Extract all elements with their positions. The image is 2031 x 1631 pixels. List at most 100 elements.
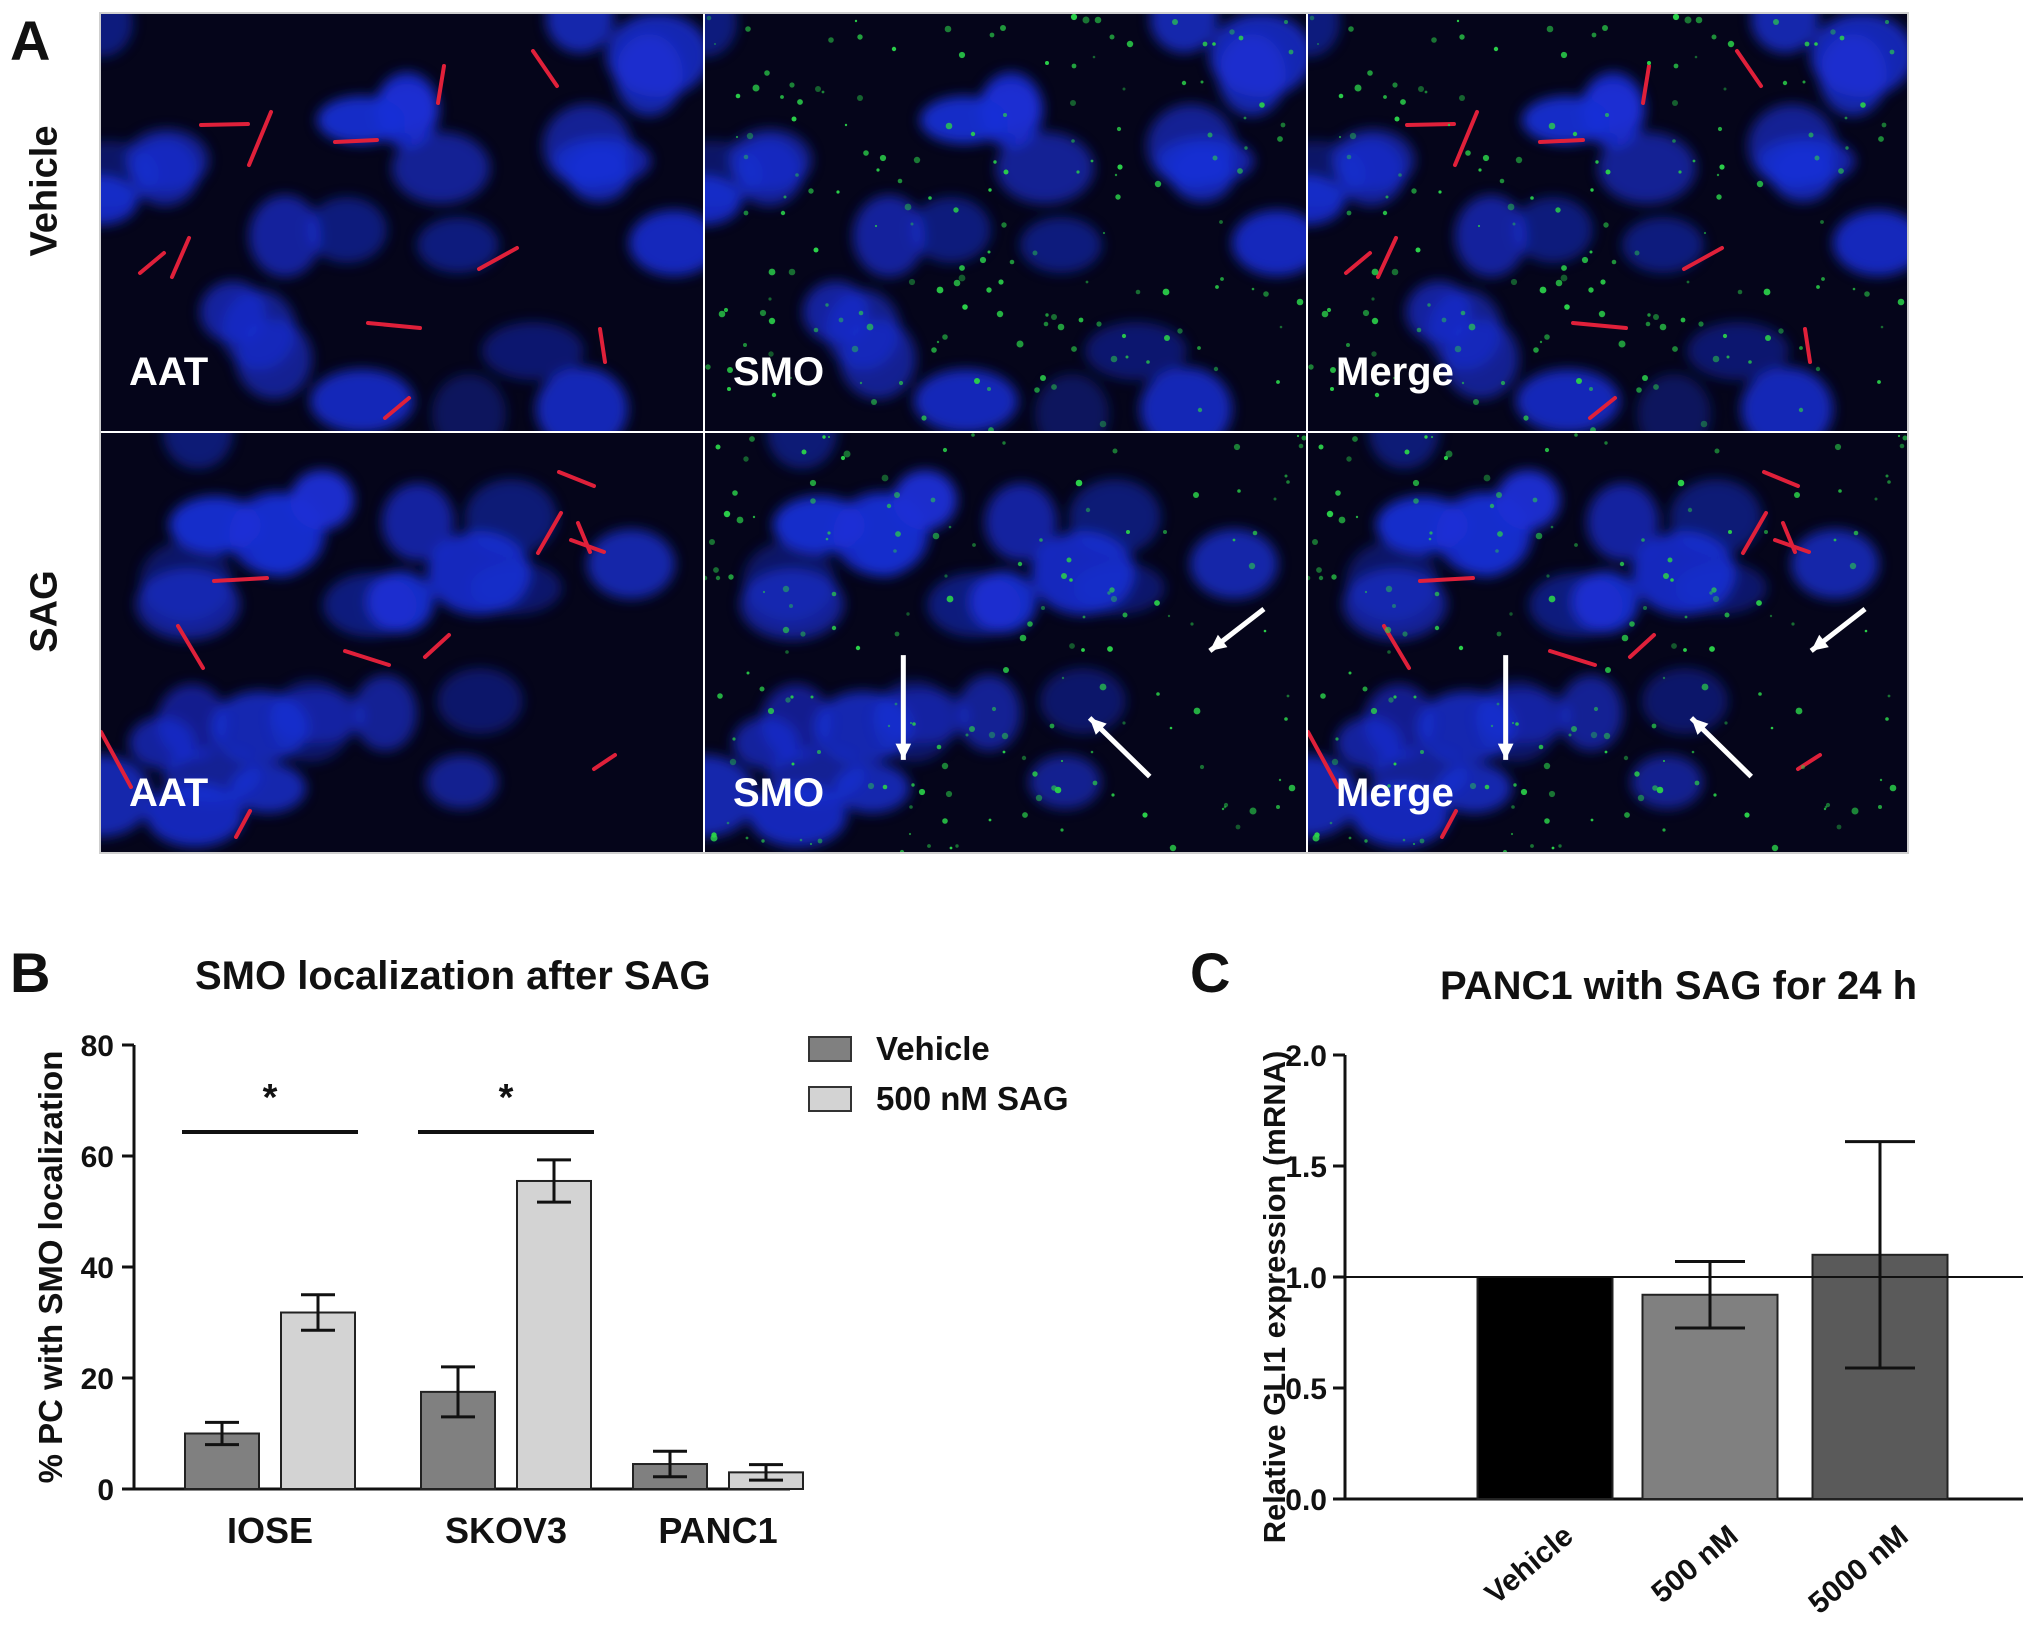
- punctum: [993, 160, 997, 164]
- punctum: [1040, 375, 1046, 381]
- punctum: [1711, 587, 1717, 593]
- punctum: [1193, 707, 1201, 715]
- microscopy-grid: AAT SMO Merge AAT SMO Merge: [99, 12, 1909, 854]
- punctum: [705, 364, 711, 370]
- punctum: [1717, 126, 1723, 132]
- punctum: [1326, 510, 1334, 518]
- punctum: [1499, 178, 1505, 184]
- x-tick-label: 5000 nM: [1803, 1519, 1915, 1620]
- punctum: [1874, 497, 1878, 501]
- nucleus: [157, 684, 227, 760]
- cilium: [1628, 633, 1656, 659]
- punctum: [1719, 164, 1725, 170]
- punctum: [1082, 615, 1086, 619]
- cilium: [366, 321, 422, 330]
- punctum: [1539, 286, 1547, 294]
- nucleus: [353, 675, 417, 751]
- nucleus: [1513, 197, 1593, 263]
- nucleus: [1308, 14, 1340, 57]
- punctum: [1641, 538, 1645, 542]
- punctum: [866, 323, 874, 331]
- micrograph: [705, 14, 1306, 431]
- punctum: [1330, 367, 1336, 373]
- punctum: [1572, 131, 1578, 137]
- punctum: [817, 750, 821, 754]
- punctum: [788, 268, 796, 276]
- punctum: [1279, 325, 1283, 329]
- punctum: [1548, 790, 1556, 798]
- punctum: [1032, 250, 1038, 256]
- punctum: [710, 834, 718, 842]
- nucleus: [1308, 755, 1359, 837]
- punctum: [1071, 139, 1075, 143]
- punctum: [1142, 812, 1148, 818]
- punctum: [1445, 450, 1453, 458]
- y-axis-label: Relative GLI1 expression (mRNA): [1257, 1051, 1292, 1544]
- punctum: [987, 250, 991, 254]
- punctum: [844, 123, 848, 127]
- punctum: [851, 345, 859, 353]
- punctum: [1075, 479, 1083, 487]
- y-tick-label: 0.0: [1285, 1484, 1327, 1517]
- significance-star: *: [499, 1077, 514, 1119]
- punctum: [1670, 578, 1674, 582]
- nucleus: [1218, 34, 1286, 116]
- punctum: [857, 95, 863, 101]
- punctum: [1672, 14, 1680, 21]
- punctum: [944, 574, 948, 578]
- punctum: [1510, 278, 1518, 286]
- punctum: [800, 631, 806, 637]
- punctum: [1003, 667, 1009, 673]
- arrow-head: [1089, 717, 1107, 735]
- punctum: [743, 456, 749, 462]
- nucleus: [1020, 217, 1102, 273]
- punctum: [1700, 420, 1708, 428]
- punctum: [1877, 380, 1881, 384]
- nucleus: [761, 684, 831, 760]
- punctum: [970, 131, 976, 137]
- punctum: [1207, 132, 1213, 138]
- punctum: [1885, 20, 1889, 24]
- cilium: [557, 470, 596, 488]
- punctum: [1880, 325, 1884, 329]
- punctum: [1852, 287, 1856, 291]
- punctum: [1443, 455, 1449, 461]
- punctum: [1348, 26, 1354, 32]
- punctum: [1434, 625, 1440, 631]
- punctum: [1598, 310, 1606, 318]
- nucleus: [1140, 367, 1232, 431]
- punctum: [1298, 443, 1304, 449]
- punctum: [1496, 702, 1500, 706]
- punctum: [1003, 169, 1009, 175]
- nucleus: [911, 197, 991, 263]
- y-tick-label: 0: [97, 1474, 114, 1507]
- nucleus: [482, 322, 584, 380]
- punctum: [743, 343, 747, 347]
- arrow-head: [895, 743, 912, 760]
- punctum: [959, 265, 965, 271]
- punctum: [1576, 378, 1582, 384]
- nucleus: [140, 541, 232, 621]
- punctum: [785, 697, 791, 703]
- punctum: [944, 25, 952, 33]
- punctum: [1412, 479, 1420, 487]
- punctum: [714, 43, 716, 45]
- punctum: [945, 790, 953, 798]
- punctum: [843, 450, 851, 458]
- punctum: [1051, 384, 1057, 390]
- punctum: [1795, 707, 1803, 715]
- tile-label: Merge: [1336, 771, 1454, 815]
- cilium: [1682, 246, 1724, 271]
- punctum: [1109, 587, 1115, 593]
- punctum: [1459, 34, 1465, 40]
- punctum: [941, 762, 949, 770]
- punctum: [1382, 210, 1388, 216]
- punctum: [1003, 113, 1007, 117]
- punctum: [1424, 90, 1428, 94]
- punctum: [790, 695, 794, 699]
- punctum: [909, 805, 913, 809]
- punctum: [745, 26, 751, 32]
- legend-sag: 500 nM SAG: [808, 1080, 1069, 1118]
- punctum: [1412, 842, 1416, 846]
- nucleus: [979, 72, 1043, 148]
